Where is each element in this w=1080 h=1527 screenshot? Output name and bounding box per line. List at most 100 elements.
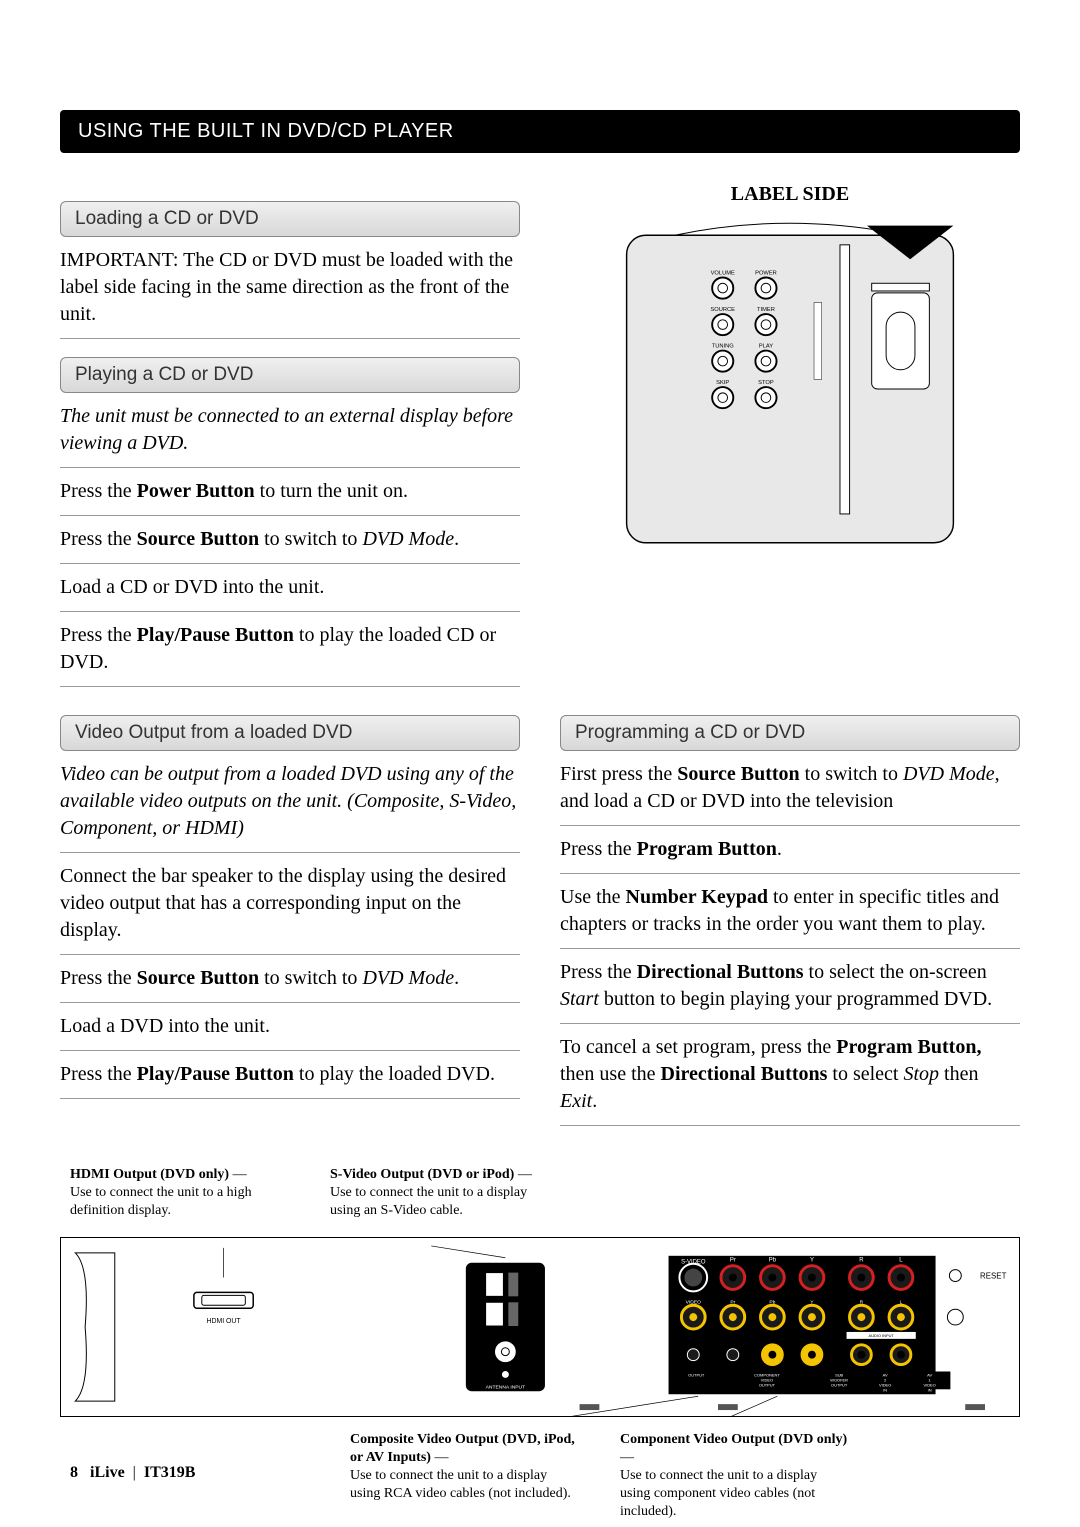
t: .	[777, 838, 782, 860]
t: to select	[827, 1063, 903, 1085]
t: to switch to	[800, 763, 903, 785]
divider	[60, 515, 520, 516]
t: Source Button	[677, 763, 799, 785]
t: then use the	[560, 1063, 661, 1085]
divider	[560, 1125, 1020, 1126]
svg-text:Pb: Pb	[769, 1257, 777, 1263]
t: .	[454, 967, 459, 989]
video-s3: Load a DVD into the unit.	[60, 1013, 520, 1040]
svideo-desc: Use to connect the unit to a display usi…	[330, 1185, 527, 1218]
svideo-callout: S-Video Output (DVD or iPod) — Use to co…	[330, 1166, 550, 1221]
divider	[560, 948, 1020, 949]
svg-text:OUTPUT: OUTPUT	[759, 1382, 776, 1387]
svg-text:IN: IN	[928, 1387, 932, 1392]
callout-top-row: HDMI Output (DVD only) — Use to connect …	[60, 1166, 1020, 1221]
t: DVD Mode	[362, 528, 454, 550]
t: Press the	[560, 961, 637, 983]
loading-title: Loading a CD or DVD	[60, 201, 520, 237]
t: Press the	[560, 838, 637, 860]
video-note: Video can be output from a loaded DVD us…	[60, 761, 520, 842]
label-side-text: LABEL SIDE	[560, 183, 1020, 206]
t: Play/Pause Button	[137, 1063, 294, 1085]
svg-text:STOP: STOP	[758, 380, 774, 386]
t: Press the	[60, 480, 137, 502]
playing-title: Playing a CD or DVD	[60, 357, 520, 393]
hdmi-title: HDMI Output (DVD only)	[70, 1167, 229, 1182]
svg-text:AM: AM	[530, 1280, 542, 1289]
device-svg: VOLUMEPOWERSOURCETIMERTUNINGPLAYSKIPSTOP	[580, 216, 1000, 562]
divider	[560, 1023, 1020, 1024]
video-s4: Press the Play/Pause Button to play the …	[60, 1061, 520, 1088]
t: Stop	[903, 1063, 939, 1085]
t: .	[454, 528, 459, 550]
t: DVD Mode	[903, 763, 995, 785]
svg-text:Pr: Pr	[730, 1299, 735, 1305]
page-header: USING THE BUILT IN DVD/CD PLAYER	[60, 110, 1020, 153]
t: to select the on-screen	[804, 961, 987, 983]
hdmi-desc: Use to connect the unit to a high defini…	[70, 1185, 252, 1218]
playing-step3: Load a CD or DVD into the unit.	[60, 574, 520, 601]
video-s1: Connect the bar speaker to the display u…	[60, 863, 520, 944]
t: Exit	[560, 1090, 592, 1112]
divider	[560, 873, 1020, 874]
svg-text:S-VIDEO: S-VIDEO	[681, 1259, 706, 1265]
t: Start	[560, 988, 599, 1010]
t: Use the	[560, 886, 626, 908]
t: Directional Buttons	[661, 1063, 828, 1085]
t: Program Button,	[836, 1036, 981, 1058]
rear-svg: HDMI OUT AM FM ANTENNA INPUT S-VIDEO RES…	[61, 1238, 1019, 1416]
composite-desc: Use to connect the unit to a display usi…	[350, 1468, 571, 1501]
divider	[60, 611, 520, 612]
right-col-1: LABEL SIDE VOLUMEPOWERSOURCETIMERTUNINGP…	[560, 183, 1020, 697]
svg-text:VIDEO: VIDEO	[686, 1299, 702, 1305]
t: then	[939, 1063, 978, 1085]
playing-note: The unit must be connected to an externa…	[60, 403, 520, 457]
divider	[60, 954, 520, 955]
svg-text:PLAY: PLAY	[759, 344, 773, 350]
prog-s4: Press the Directional Buttons to select …	[560, 959, 1020, 1013]
brand: iLive	[90, 1464, 125, 1481]
t: DVD Mode	[362, 967, 454, 989]
left-col-2: Video Output from a loaded DVD Video can…	[60, 697, 520, 1136]
component-callout: Component Video Output (DVD only) — Use …	[620, 1431, 850, 1522]
hdmi-callout: HDMI Output (DVD only) — Use to connect …	[70, 1166, 290, 1221]
svg-text:RESET: RESET	[980, 1271, 1007, 1280]
divider	[60, 467, 520, 468]
upper-columns: Loading a CD or DVD IMPORTANT: The CD or…	[60, 183, 1020, 697]
svideo-title: S-Video Output (DVD or iPod)	[330, 1167, 514, 1182]
svg-text:Y: Y	[810, 1257, 814, 1263]
svg-text:VOLUME: VOLUME	[711, 271, 735, 277]
t: to switch to	[259, 967, 362, 989]
svg-text:FM: FM	[530, 1348, 541, 1357]
divider	[60, 1050, 520, 1051]
t: To cancel a set program, press the	[560, 1036, 836, 1058]
t: button to begin playing your programmed …	[599, 988, 992, 1010]
playing-step4: Press the Play/Pause Button to play the …	[60, 622, 520, 676]
svg-text:IN: IN	[883, 1387, 887, 1392]
svg-text:OUTPUT: OUTPUT	[831, 1382, 848, 1387]
composite-callout: Composite Video Output (DVD, iPod, or AV…	[350, 1431, 580, 1522]
t: Power Button	[137, 480, 255, 502]
svg-text:R: R	[860, 1299, 864, 1305]
video-s2: Press the Source Button to switch to DVD…	[60, 965, 520, 992]
t: Press the	[60, 624, 137, 646]
svg-text:TIMER: TIMER	[757, 307, 775, 313]
important-label: IMPORTANT:	[60, 249, 178, 271]
svg-text:ANTENNA INPUT: ANTENNA INPUT	[486, 1384, 526, 1390]
playing-step2: Press the Source Button to switch to DVD…	[60, 526, 520, 553]
device-figure: VOLUMEPOWERSOURCETIMERTUNINGPLAYSKIPSTOP	[560, 212, 1020, 572]
callout-bottom-row: Composite Video Output (DVD, iPod, or AV…	[60, 1431, 1020, 1522]
loading-text: IMPORTANT: The CD or DVD must be loaded …	[60, 247, 520, 328]
prog-s1: First press the Source Button to switch …	[560, 761, 1020, 815]
svg-text:Pr: Pr	[730, 1257, 736, 1263]
t: to turn the unit on.	[255, 480, 408, 502]
svg-text:POWER: POWER	[755, 271, 777, 277]
svg-text:HDMI OUT: HDMI OUT	[206, 1318, 241, 1325]
program-title: Programming a CD or DVD	[560, 715, 1020, 751]
prog-s5: To cancel a set program, press the Progr…	[560, 1034, 1020, 1115]
divider	[60, 1002, 520, 1003]
video-title: Video Output from a loaded DVD	[60, 715, 520, 751]
divider	[60, 1098, 520, 1099]
svg-text:OUTPUT: OUTPUT	[688, 1372, 705, 1377]
t: Play/Pause Button	[137, 624, 294, 646]
